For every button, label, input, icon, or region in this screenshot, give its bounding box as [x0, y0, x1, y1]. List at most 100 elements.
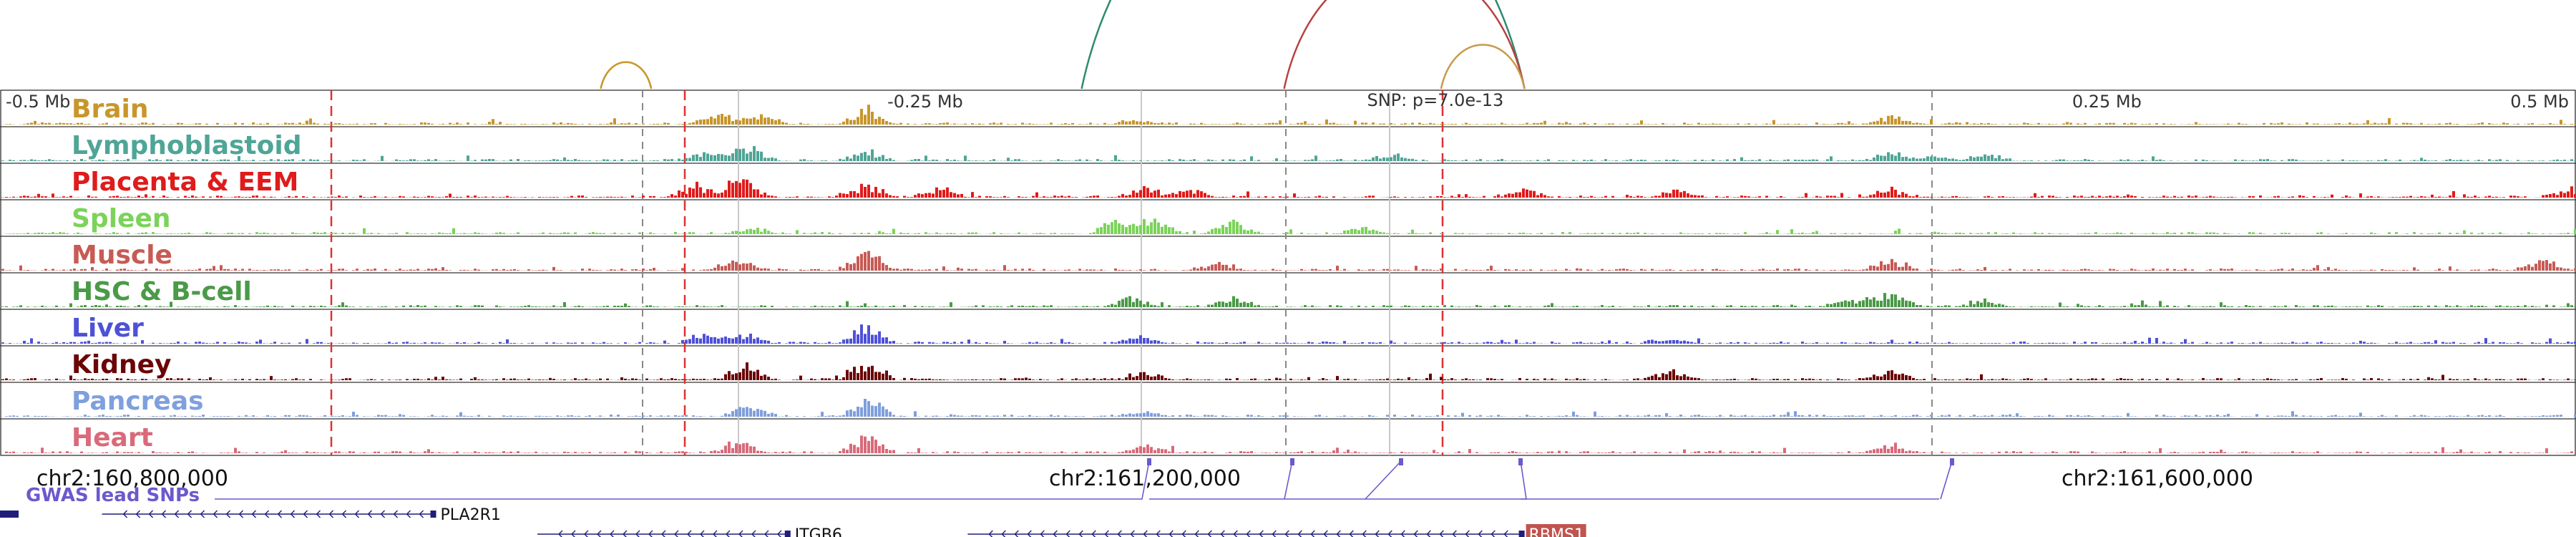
- axis-tick-label: chr2:161,200,000: [1049, 466, 1241, 491]
- gwas-track-label: GWAS lead SNPs: [26, 485, 200, 506]
- signal-lymphoblastoid: [0, 145, 2576, 161]
- strand-arrow: [316, 510, 321, 518]
- strand-arrow: [251, 510, 257, 518]
- strand-arrow: [1503, 530, 1508, 537]
- track-labels: Brain Lymphoblastoid Placenta & EEM Spleen M…: [72, 95, 302, 453]
- scale-label: -0.5 Mb: [6, 92, 70, 112]
- strand-arrow: [1027, 530, 1032, 537]
- gene-label: PLA2R1: [441, 506, 501, 524]
- strand-arrow: [341, 510, 347, 518]
- interaction-arc: [600, 61, 653, 90]
- strand-arrow: [1040, 530, 1045, 537]
- signal-hsc-b-cell: [0, 293, 2576, 307]
- gwas-track: GWAS lead SNPs: [26, 458, 1954, 506]
- gwas-connector: [1520, 460, 1527, 500]
- strand-arrow: [1233, 530, 1238, 537]
- strand-arrow: [1336, 530, 1341, 537]
- strand-arrow: [187, 510, 192, 518]
- strand-arrow: [1065, 530, 1070, 537]
- strand-arrow: [1478, 530, 1483, 537]
- strand-arrow: [1130, 530, 1135, 537]
- track-label: Spleen: [72, 204, 171, 233]
- strand-arrow: [1143, 530, 1148, 537]
- track-label: Placenta & EEM: [72, 168, 298, 197]
- strand-arrow: [1426, 530, 1431, 537]
- strand-arrow: [713, 530, 718, 537]
- strand-arrow: [558, 530, 563, 537]
- strand-arrow: [1297, 530, 1302, 537]
- gene-exon: [430, 511, 436, 518]
- gwas-connector: [1940, 460, 1953, 500]
- strand-arrow: [1078, 530, 1083, 537]
- guide-lines: [330, 90, 1933, 455]
- strand-arrow: [1349, 530, 1354, 537]
- strand-arrow: [988, 530, 993, 537]
- strand-arrow: [406, 510, 411, 518]
- strand-arrow: [648, 530, 653, 537]
- strand-arrow: [1104, 530, 1109, 537]
- coordinate-axis: chr2:160,800,000 chr2:161,200,000 chr2:161…: [36, 466, 2253, 491]
- strand-arrow: [213, 510, 218, 518]
- strand-arrow: [1246, 530, 1251, 537]
- strand-arrow: [1465, 530, 1470, 537]
- strand-arrow: [419, 510, 424, 518]
- strand-arrow: [1387, 530, 1392, 537]
- gene-exon: [1518, 531, 1525, 537]
- gene-track: PLA2R1 ITGB6 RBMS1: [0, 506, 1586, 537]
- signal-spleen: [0, 218, 2576, 234]
- strand-arrow: [393, 510, 399, 518]
- axis-tick-label: chr2:160,800,000: [36, 466, 228, 491]
- gene-pla2r1: PLA2R1: [0, 506, 501, 524]
- signal-liver: [0, 324, 2576, 344]
- strand-arrow: [661, 530, 666, 537]
- interaction-arc: [1080, 0, 1526, 90]
- strand-arrow: [200, 510, 205, 518]
- strand-arrow: [1310, 530, 1315, 537]
- scale-label: 0.5 Mb: [2510, 92, 2569, 112]
- strand-arrow: [1053, 530, 1058, 537]
- gene-exon: [784, 531, 791, 537]
- gwas-connector: [1284, 460, 1293, 500]
- gwas-connector: [1365, 460, 1402, 500]
- strand-arrow: [726, 530, 731, 537]
- strand-arrow: [610, 530, 615, 537]
- strand-arrow: [135, 510, 141, 518]
- strand-arrow: [328, 510, 334, 518]
- strand-arrow: [367, 510, 373, 518]
- strand-arrow: [1284, 530, 1289, 537]
- strand-arrow: [674, 530, 679, 537]
- scale-labels: -0.5 Mb -0.25 Mb 0.25 Mb 0.5 Mb SNP: p=7.0e-…: [6, 90, 2569, 112]
- strand-arrow: [764, 530, 769, 537]
- strand-arrow: [1181, 530, 1186, 537]
- strand-arrow: [1400, 530, 1405, 537]
- strand-arrow: [161, 510, 167, 518]
- strand-arrow: [1207, 530, 1212, 537]
- signal-heart: [0, 435, 2576, 453]
- strand-arrow: [148, 510, 154, 518]
- strand-arrow: [174, 510, 180, 518]
- track-label: Liver: [72, 314, 144, 343]
- strand-arrow: [1259, 530, 1264, 537]
- track-label: Pancreas: [72, 387, 204, 416]
- gwas-snp-marker: [1950, 458, 1954, 465]
- strand-arrow: [238, 510, 244, 518]
- strand-arrow: [700, 530, 705, 537]
- interaction-arcs: [600, 0, 1526, 90]
- strand-arrow: [1362, 530, 1367, 537]
- strand-arrow: [303, 510, 308, 518]
- track-label: Brain: [72, 95, 148, 124]
- strand-arrow: [1323, 530, 1328, 537]
- signal-pancreas: [0, 398, 2576, 417]
- gene-label: ITGB6: [795, 526, 842, 537]
- signal-kidney: [0, 362, 2576, 380]
- scale-label: -0.25 Mb: [887, 92, 963, 112]
- strand-arrow: [635, 530, 640, 537]
- signal-muscle: [0, 251, 2576, 271]
- strand-arrow: [751, 530, 756, 537]
- gwas-snp-marker: [1399, 458, 1403, 465]
- strand-arrow: [354, 510, 360, 518]
- signal-area: [0, 105, 2576, 453]
- gene-highlight-box: [1526, 524, 1586, 537]
- track-label: HSC & B-cell: [72, 277, 252, 306]
- gene-itgb6: ITGB6: [537, 526, 842, 537]
